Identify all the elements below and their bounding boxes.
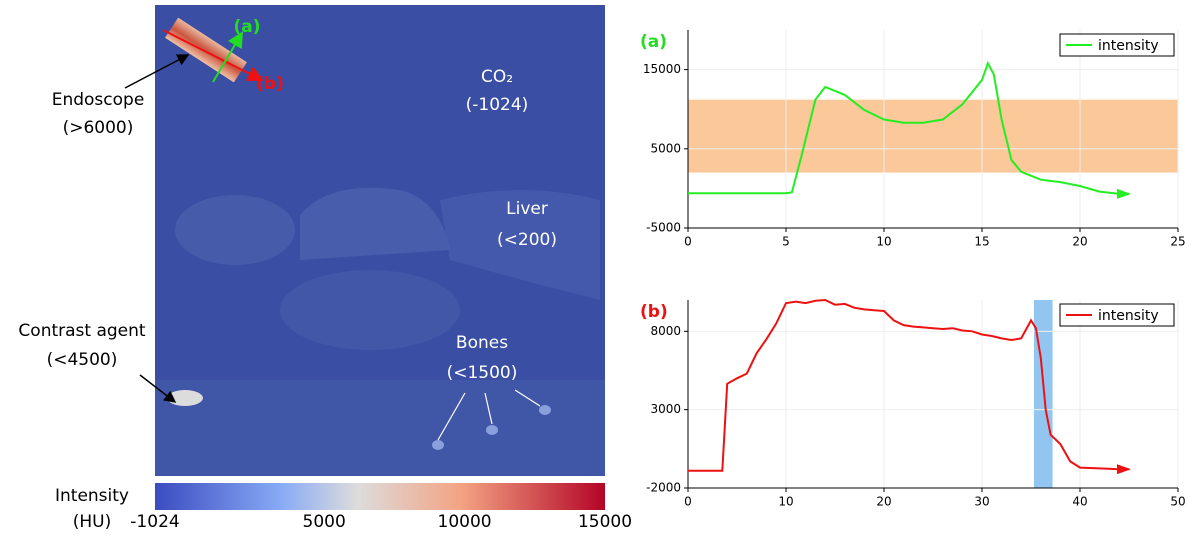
annotation: (-1024) <box>466 95 529 115</box>
figure: (a) (b) Endoscope (>6000) CO₂ (-1024) Li… <box>0 0 1197 538</box>
colorbar-tick-label: 5000 <box>303 512 346 532</box>
marker-label: (b) <box>256 74 284 94</box>
annotation: (<1500) <box>447 363 518 383</box>
x-tick-label: 5 <box>782 235 790 249</box>
colorbar-label: (HU) <box>73 512 112 532</box>
x-tick-label: 0 <box>684 495 692 509</box>
y-tick-label: 5000 <box>650 141 681 155</box>
y-tick-label: -2000 <box>646 481 681 495</box>
x-tick-label: 20 <box>876 495 891 509</box>
chart-title: (a) <box>640 32 667 52</box>
x-tick-label: 0 <box>684 235 692 249</box>
x-tick-label: 10 <box>778 495 793 509</box>
x-tick-label: 15 <box>974 235 989 249</box>
annotation: (>6000) <box>63 118 134 138</box>
colorbar <box>155 483 605 510</box>
colorbar-label: Intensity <box>55 486 129 506</box>
range-band <box>688 100 1178 173</box>
x-tick-label: 50 <box>1170 495 1185 509</box>
x-tick-label: 20 <box>1072 235 1087 249</box>
annotation: Liver <box>506 199 548 219</box>
y-tick-label: 15000 <box>643 62 681 76</box>
y-tick-label: 3000 <box>650 402 681 416</box>
chart-title: (b) <box>640 302 668 322</box>
annotation: Bones <box>456 333 508 353</box>
annotation: Endoscope <box>52 90 145 110</box>
colorbar-tick-label: 15000 <box>578 512 632 532</box>
x-tick-label: 40 <box>1072 495 1087 509</box>
x-tick-label: 30 <box>974 495 989 509</box>
legend-label: intensity <box>1098 38 1159 54</box>
annotation: CO₂ <box>481 67 513 87</box>
x-tick-label: 10 <box>876 235 891 249</box>
y-tick-label: 8000 <box>650 324 681 338</box>
colorbar-tick-label: -1024 <box>130 512 179 532</box>
legend-label: intensity <box>1098 308 1159 324</box>
y-tick-label: -5000 <box>646 221 681 235</box>
annotation: (<200) <box>497 230 557 250</box>
x-tick-label: 25 <box>1170 235 1185 249</box>
annotation: Contrast agent <box>18 321 145 341</box>
colorbar-tick-label: 10000 <box>438 512 492 532</box>
marker-label: (a) <box>233 17 260 37</box>
annotation: (<4500) <box>47 350 118 370</box>
